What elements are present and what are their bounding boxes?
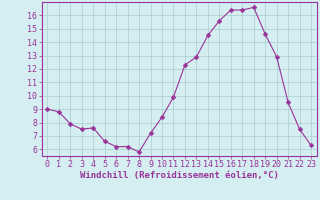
X-axis label: Windchill (Refroidissement éolien,°C): Windchill (Refroidissement éolien,°C) bbox=[80, 171, 279, 180]
